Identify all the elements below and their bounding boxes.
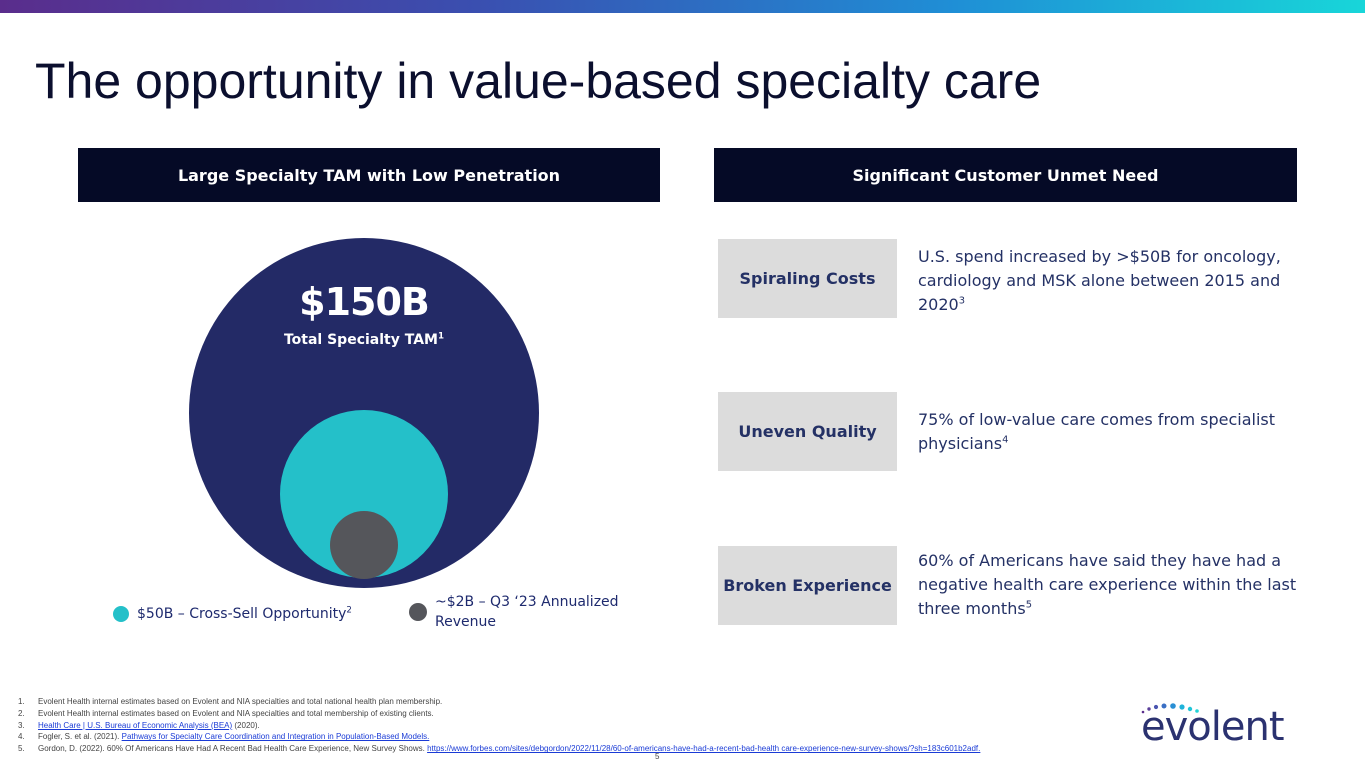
tam-circle-cross-sell xyxy=(280,410,448,578)
tam-value: $150B xyxy=(299,280,430,324)
evolent-logo-dots-icon xyxy=(1141,703,1199,714)
need-text-spiraling-costs: U.S. spend increased by >$50B for oncolo… xyxy=(918,247,1281,314)
page-title: The opportunity in value-based specialty… xyxy=(35,53,1042,109)
teal-dot xyxy=(113,606,129,622)
page-number: 5 xyxy=(655,752,660,761)
evolent-logo: evolent xyxy=(1141,704,1285,750)
footnote: 5. Gordon, D. (2022). 60% Of Americans Ha… xyxy=(18,744,981,754)
footnote-link-pathways[interactable]: Pathways for Specialty Care Coordination… xyxy=(121,732,430,742)
need-label-broken-experience: Broken Experience xyxy=(718,546,897,625)
footnote: 3. Health Care | U.S. Bureau of Economic … xyxy=(18,720,260,730)
footnotes: 1. Evolent Health internal estimates base… xyxy=(18,696,980,755)
legend-cross-sell: $50B – Cross-Sell Opportunity2 xyxy=(113,606,352,622)
need-label-spiraling-costs: Spiraling Costs xyxy=(718,239,897,318)
tam-circles xyxy=(189,238,539,588)
tam-label: Total Specialty TAM1 xyxy=(283,331,445,348)
need-text-broken-experience: 60% of Americans have said they have had… xyxy=(918,551,1297,618)
left-section-header: Large Specialty TAM with Low Penetration xyxy=(78,148,660,202)
need-label-uneven-quality: Uneven Quality xyxy=(718,392,897,471)
footnote-link-bea[interactable]: Health Care | U.S. Bureau of Economic An… xyxy=(38,720,233,730)
right-section-header: Significant Customer Unmet Need xyxy=(714,148,1297,202)
footnote: 4. Fogler, S. et al. (2021). Pathways for… xyxy=(18,732,430,742)
tam-circle-revenue xyxy=(330,511,398,579)
footnote: 2. Evolent Health internal estimates base… xyxy=(18,708,434,718)
footnote: 1. Evolent Health internal estimates base… xyxy=(18,697,443,706)
legend-revenue: ~$2B – Q3 ‘23 Annualized Revenue xyxy=(409,592,625,632)
gray-dot xyxy=(409,603,427,621)
top-gradient-bar xyxy=(0,0,1365,13)
footnote-link-forbes[interactable]: https://www.forbes.com/sites/debgordon/2… xyxy=(427,744,981,754)
need-text-uneven-quality: 75% of low-value care comes from special… xyxy=(918,410,1276,453)
